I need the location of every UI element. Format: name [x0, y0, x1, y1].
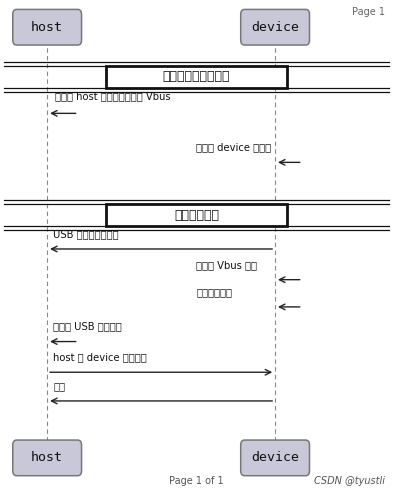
- Text: host 对 device 进行复位: host 对 device 进行复位: [53, 352, 147, 362]
- Text: Page 1: Page 1: [352, 7, 385, 17]
- Text: host: host: [31, 451, 63, 464]
- Text: 连接前的初始化过程: 连接前的初始化过程: [163, 70, 230, 83]
- Text: host: host: [31, 21, 63, 34]
- Text: device: device: [251, 451, 299, 464]
- FancyBboxPatch shape: [241, 9, 310, 45]
- Text: 初始化 host 控制器，并使能 Vbus: 初始化 host 控制器，并使能 Vbus: [55, 92, 171, 101]
- Text: CSDN @tyustli: CSDN @tyustli: [314, 476, 385, 486]
- Text: 检测到 USB 设备连接: 检测到 USB 设备连接: [53, 322, 122, 332]
- FancyBboxPatch shape: [13, 440, 82, 476]
- Text: Page 1 of 1: Page 1 of 1: [169, 476, 224, 486]
- Text: 挂载上拉电阵: 挂载上拉电阵: [196, 287, 233, 297]
- Text: 检测到 Vbus 有效: 检测到 Vbus 有效: [196, 260, 257, 270]
- Text: 枚举: 枚举: [53, 381, 65, 391]
- Text: device: device: [251, 21, 299, 34]
- FancyBboxPatch shape: [106, 66, 287, 88]
- Text: USB 设备连接到主机: USB 设备连接到主机: [53, 229, 119, 239]
- FancyBboxPatch shape: [241, 440, 310, 476]
- FancyBboxPatch shape: [106, 204, 287, 226]
- Text: 建立连接过程: 建立连接过程: [174, 209, 219, 222]
- FancyBboxPatch shape: [13, 9, 82, 45]
- Text: 初始化 device 控制器: 初始化 device 控制器: [196, 143, 272, 152]
